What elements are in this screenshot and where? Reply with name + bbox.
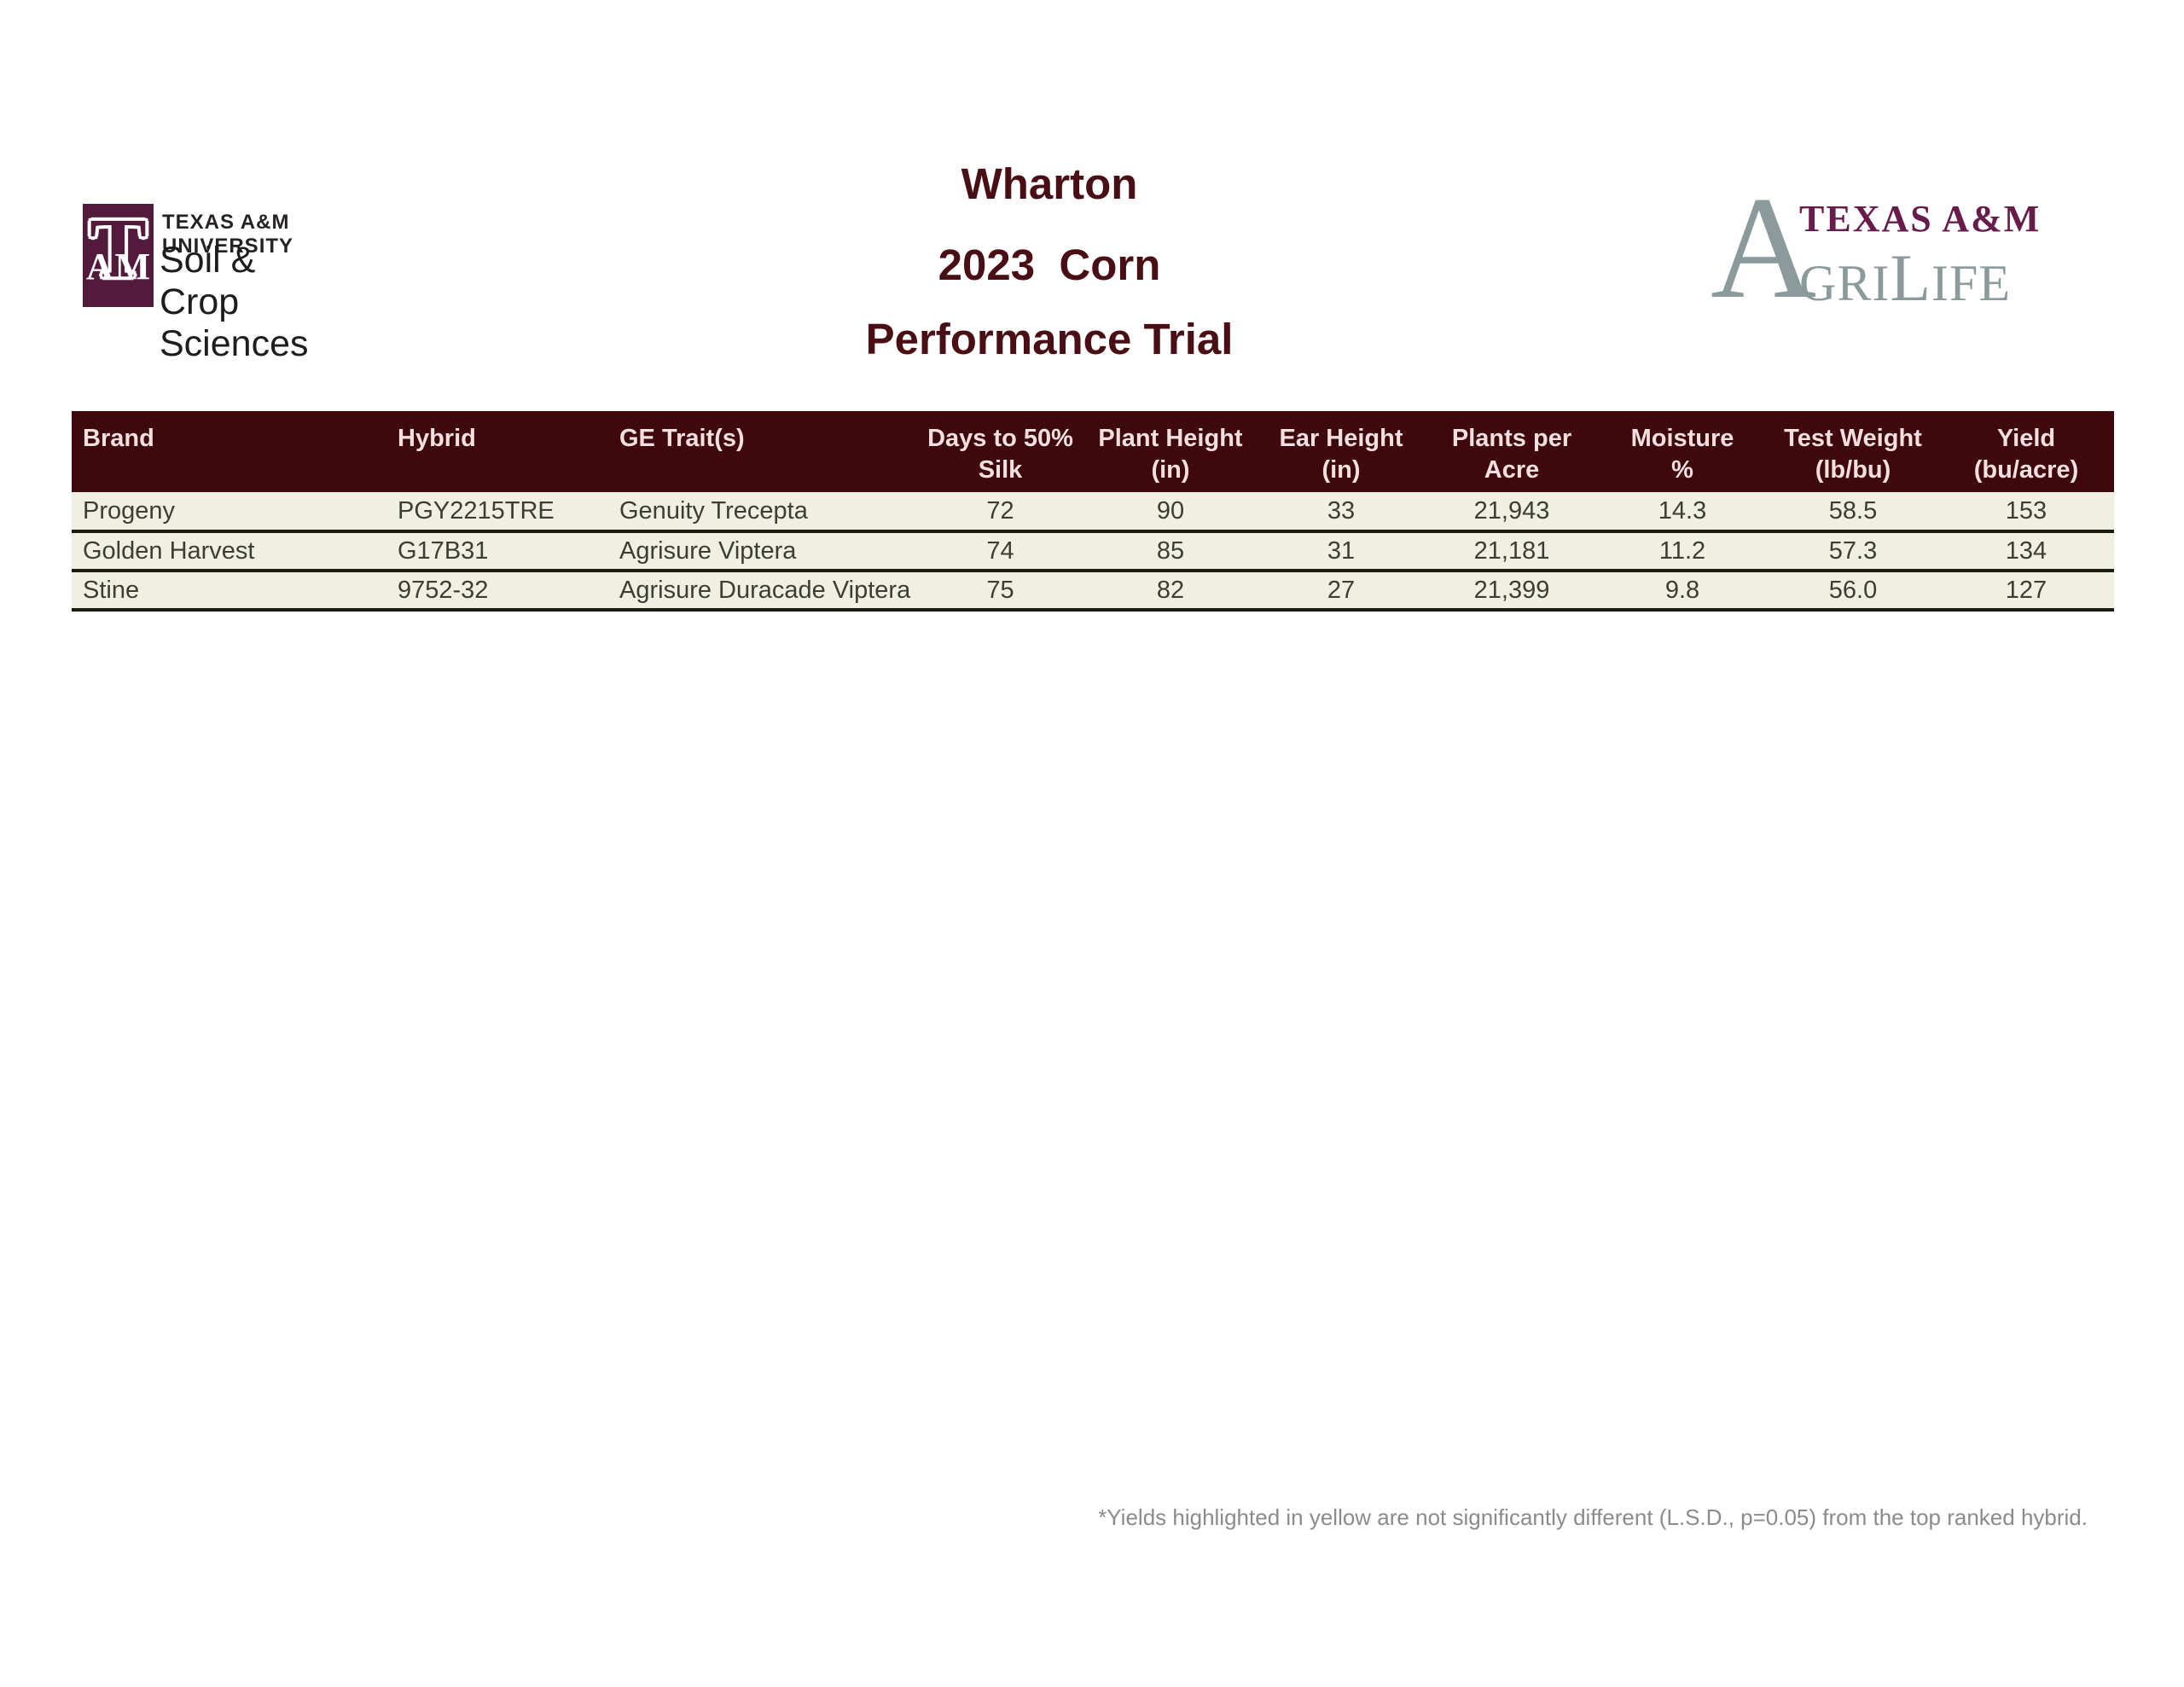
- cell-hybrid: 9752-32: [387, 569, 609, 612]
- significance-footnote: *Yields highlighted in yellow are not si…: [1098, 1504, 2088, 1530]
- column-header-yield: Yield (bu/acre): [1938, 411, 2114, 492]
- cell-brand: Stine: [72, 569, 387, 612]
- atm-letter-a: A: [86, 246, 113, 287]
- cell-brand: Progeny: [72, 492, 387, 531]
- cell-hybrid: G17B31: [387, 530, 609, 571]
- atm-letter-m: M: [114, 246, 150, 287]
- cell-plant-height: 85: [1085, 530, 1256, 571]
- cell-brand: Golden Harvest: [72, 530, 387, 571]
- cell-ge-traits: Genuity Trecepta: [609, 492, 915, 531]
- cell-moisture: 14.3: [1597, 492, 1768, 531]
- cell-days-to-silk: 74: [915, 530, 1085, 571]
- agrilife-l: L: [1890, 241, 1931, 315]
- agrilife-texas-am: TEXAS A&M: [1799, 198, 2042, 240]
- cell-ge-traits: Agrisure Viptera: [609, 530, 915, 571]
- cell-ear-height: 33: [1256, 492, 1426, 531]
- cell-days-to-silk: 75: [915, 569, 1085, 612]
- cell-yield: 134: [1938, 530, 2114, 571]
- title-trial: Performance Trial: [865, 315, 1234, 363]
- atm-letter-t: T: [90, 200, 147, 295]
- column-header-brand: Brand: [72, 411, 387, 492]
- column-header-ear-height: Ear Height (in): [1256, 411, 1426, 492]
- cell-yield: 127: [1938, 569, 2114, 612]
- cell-moisture: 9.8: [1597, 569, 1768, 612]
- cell-test-weight: 56.0: [1768, 569, 1938, 612]
- cell-plants-per-acre: 21,399: [1426, 569, 1597, 612]
- cell-plant-height: 90: [1085, 492, 1256, 531]
- tamu-atm-box-icon: T A M: [83, 204, 154, 307]
- department-name: Soil & Crop Sciences: [160, 240, 309, 364]
- cell-ear-height: 27: [1256, 569, 1426, 612]
- column-header-plants-per-acre: Plants per Acre: [1426, 411, 1597, 492]
- column-header-moisture: Moisture%: [1597, 411, 1768, 492]
- header-row: Brand Hybrid GE Trait(s) Days to 50% Silk…: [72, 411, 2114, 492]
- table-row: Golden Harvest G17B31 Agrisure Viptera 7…: [72, 530, 2114, 571]
- title-year-crop: 2023 Corn: [938, 241, 1161, 289]
- column-header-plant-height: Plant Height (in): [1085, 411, 1256, 492]
- table-row: Stine 9752-32 Agrisure Duracade Viptera …: [72, 569, 2114, 612]
- column-header-test-weight: Test Weight (lb/bu): [1768, 411, 1938, 492]
- agrilife-logo: A TEXAS A&M GRILIFE: [1711, 175, 2111, 322]
- column-header-hybrid: Hybrid: [387, 411, 609, 492]
- cell-ge-traits: Agrisure Duracade Viptera: [609, 569, 915, 612]
- cell-plants-per-acre: 21,181: [1426, 530, 1597, 571]
- cell-test-weight: 57.3: [1768, 530, 1938, 571]
- agrilife-wordmark: TEXAS A&M GRILIFE: [1799, 199, 2041, 311]
- cell-ear-height: 31: [1256, 530, 1426, 571]
- cell-plant-height: 82: [1085, 569, 1256, 612]
- column-header-days-to-silk: Days to 50% Silk: [915, 411, 1085, 492]
- cell-moisture: 11.2: [1597, 530, 1768, 571]
- agrilife-text: GRILIFE: [1799, 245, 2041, 311]
- page-title: Wharton 2023 Corn Performance Trial: [704, 162, 1395, 361]
- cell-days-to-silk: 72: [915, 492, 1085, 531]
- agrilife-gri: GRI: [1799, 255, 1891, 311]
- cell-yield: 153: [1938, 492, 2114, 531]
- performance-trial-table: Brand Hybrid GE Trait(s) Days to 50% Silk…: [72, 411, 2114, 612]
- title-location: Wharton: [961, 159, 1138, 208]
- university-name: TEXAS A&M UNIVERSITY: [162, 211, 294, 258]
- agrilife-ife: IFE: [1931, 255, 2011, 311]
- cell-test-weight: 58.5: [1768, 492, 1938, 531]
- table-row: Progeny PGY2215TRE Genuity Trecepta 72 9…: [72, 492, 2114, 531]
- cell-hybrid: PGY2215TRE: [387, 492, 609, 531]
- column-header-ge-traits: GE Trait(s): [609, 411, 915, 492]
- agrilife-big-a-icon: A: [1711, 167, 1817, 329]
- cell-plants-per-acre: 21,943: [1426, 492, 1597, 531]
